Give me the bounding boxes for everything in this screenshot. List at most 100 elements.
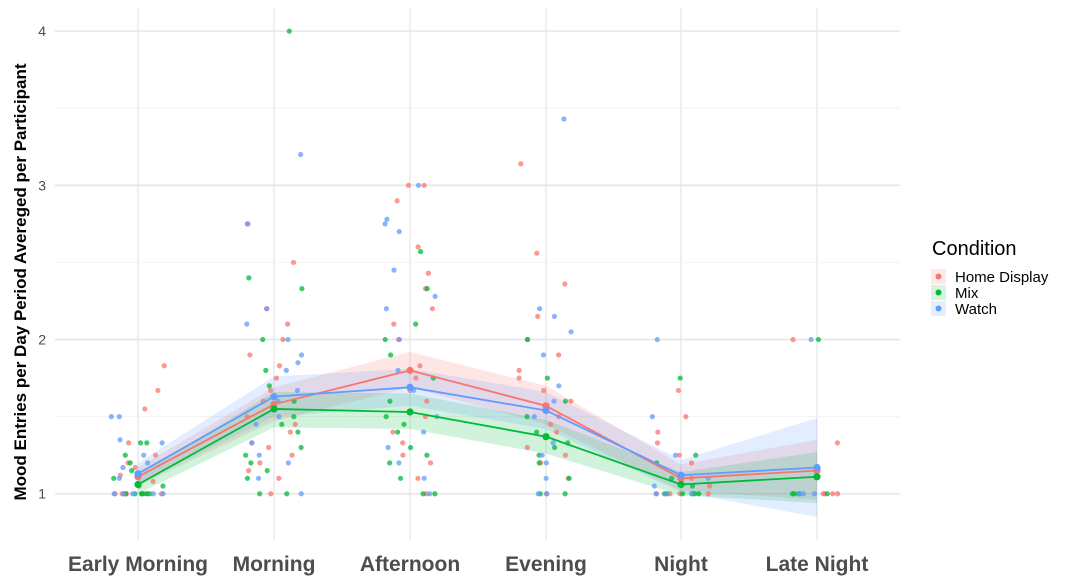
legend-label-watch: Watch xyxy=(955,301,997,318)
point-mix xyxy=(260,336,266,343)
x-tick-label: Late Night xyxy=(766,553,869,576)
point-watch xyxy=(653,491,659,497)
point-home-display xyxy=(287,429,293,435)
point-mix xyxy=(295,429,301,435)
grid-lines xyxy=(55,8,900,540)
point-watch xyxy=(285,460,291,466)
point-mix xyxy=(789,491,796,497)
point-mix xyxy=(137,440,144,446)
mean-markers xyxy=(134,366,821,489)
point-home-display xyxy=(280,336,286,343)
point-watch xyxy=(415,182,422,188)
legend-label-home-display: Home Display xyxy=(955,269,1049,286)
y-tick-label: 3 xyxy=(38,177,46,193)
point-mix xyxy=(401,421,407,427)
point-home-display xyxy=(161,363,167,369)
mean-point-mix xyxy=(813,473,821,481)
mean-point-mix xyxy=(406,408,414,416)
y-tick-label: 1 xyxy=(38,486,46,502)
line-watch xyxy=(137,386,818,477)
point-home-display xyxy=(405,182,412,188)
point-mix xyxy=(266,383,272,389)
point-home-display xyxy=(688,460,695,466)
point-home-display xyxy=(285,321,291,327)
point-watch xyxy=(245,221,251,227)
point-mix xyxy=(279,421,285,427)
point-home-display xyxy=(413,375,419,381)
point-watch xyxy=(385,444,391,451)
point-home-display xyxy=(562,452,569,458)
point-watch xyxy=(120,464,126,471)
point-home-display xyxy=(246,468,252,474)
point-mix xyxy=(680,491,686,497)
point-mix xyxy=(407,444,414,451)
ribbon-home-display xyxy=(138,351,817,500)
point-home-display xyxy=(257,460,263,466)
point-watch xyxy=(117,437,123,443)
mean-point-watch xyxy=(406,383,414,391)
point-mix xyxy=(144,440,150,446)
point-mix xyxy=(382,336,388,343)
ribbon-watch xyxy=(138,368,817,517)
point-watch xyxy=(396,336,402,343)
point-watch xyxy=(295,360,301,366)
point-watch xyxy=(111,491,117,497)
point-watch xyxy=(141,452,147,458)
point-home-display xyxy=(400,440,406,446)
point-home-display xyxy=(562,281,568,287)
point-home-display xyxy=(150,478,156,485)
point-watch xyxy=(654,336,660,343)
point-home-display xyxy=(292,421,298,427)
point-mix xyxy=(284,491,290,497)
point-mix xyxy=(562,491,568,497)
point-mix xyxy=(257,491,263,497)
point-mix xyxy=(693,452,699,458)
point-watch xyxy=(256,452,262,458)
point-mix xyxy=(696,491,702,497)
point-home-display xyxy=(152,452,159,458)
point-mix xyxy=(387,398,393,404)
point-watch xyxy=(160,491,166,497)
mean-point-watch xyxy=(813,463,821,472)
point-home-display xyxy=(268,491,274,497)
point-mix xyxy=(122,452,128,458)
point-home-display xyxy=(675,387,682,394)
point-home-display xyxy=(534,250,540,256)
point-mix xyxy=(551,444,558,451)
point-watch xyxy=(543,460,549,466)
mean-point-mix xyxy=(677,480,685,489)
point-watch xyxy=(285,336,291,343)
mean-point-mix xyxy=(542,433,550,441)
point-mix xyxy=(424,452,430,458)
point-mix xyxy=(524,336,531,343)
confidence-ribbons xyxy=(138,351,817,517)
point-home-display xyxy=(290,259,297,266)
point-watch xyxy=(421,475,427,481)
point-watch xyxy=(672,452,679,458)
mean-point-mix xyxy=(134,480,142,489)
point-home-display xyxy=(516,367,522,373)
y-axis-ticks: 1 2 3 4 xyxy=(38,23,46,502)
point-watch xyxy=(396,460,402,466)
ribbon-mix xyxy=(138,391,817,503)
point-mix xyxy=(387,460,393,466)
point-home-display xyxy=(706,483,713,489)
point-watch xyxy=(561,116,567,122)
point-watch xyxy=(294,387,301,394)
point-mix xyxy=(388,352,394,358)
x-tick-label: Early Morning xyxy=(68,553,208,576)
point-watch xyxy=(544,491,550,497)
point-mix xyxy=(248,460,254,466)
point-watch xyxy=(298,352,305,358)
point-mix xyxy=(111,475,117,481)
point-mix xyxy=(566,475,572,481)
point-home-display xyxy=(568,398,574,404)
point-mix xyxy=(383,414,389,420)
point-mix xyxy=(536,460,542,466)
point-home-display xyxy=(391,321,397,327)
x-tick-label: Morning xyxy=(233,553,316,576)
x-tick-label: Evening xyxy=(505,553,587,576)
point-home-display xyxy=(705,491,711,497)
